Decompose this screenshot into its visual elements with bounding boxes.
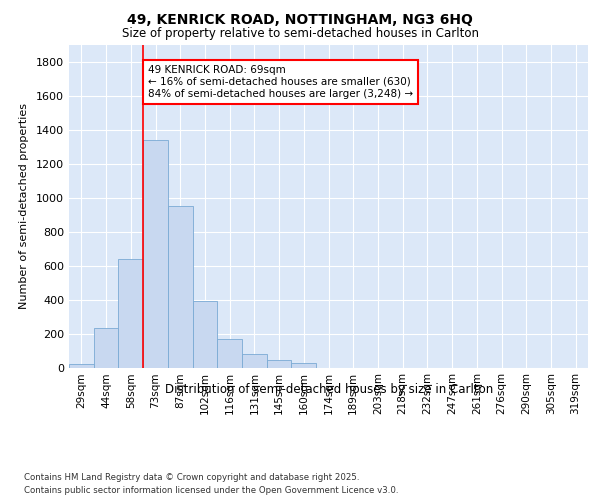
Bar — [242, 354, 267, 368]
Text: Distribution of semi-detached houses by size in Carlton: Distribution of semi-detached houses by … — [164, 382, 493, 396]
Bar — [94, 328, 118, 368]
Text: Contains public sector information licensed under the Open Government Licence v3: Contains public sector information licen… — [24, 486, 398, 495]
Bar — [118, 259, 143, 368]
Bar — [69, 364, 94, 368]
Bar — [143, 140, 168, 368]
Text: 49, KENRICK ROAD, NOTTINGHAM, NG3 6HQ: 49, KENRICK ROAD, NOTTINGHAM, NG3 6HQ — [127, 12, 473, 26]
Y-axis label: Number of semi-detached properties: Number of semi-detached properties — [19, 104, 29, 309]
Text: 49 KENRICK ROAD: 69sqm
← 16% of semi-detached houses are smaller (630)
84% of se: 49 KENRICK ROAD: 69sqm ← 16% of semi-det… — [148, 66, 413, 98]
Text: Size of property relative to semi-detached houses in Carlton: Size of property relative to semi-detach… — [121, 28, 479, 40]
Bar — [193, 302, 217, 368]
Bar — [292, 364, 316, 368]
Bar — [217, 340, 242, 367]
Text: Contains HM Land Registry data © Crown copyright and database right 2025.: Contains HM Land Registry data © Crown c… — [24, 472, 359, 482]
Bar — [267, 360, 292, 368]
Bar — [168, 206, 193, 368]
